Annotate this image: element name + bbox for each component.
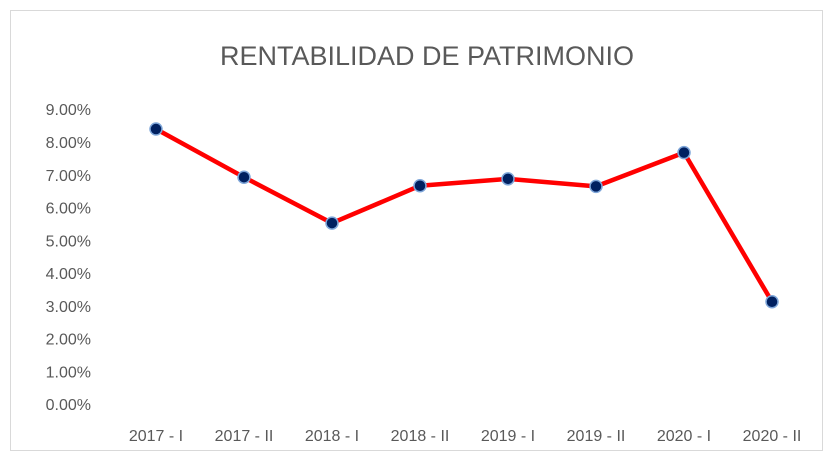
- marker: [325, 216, 339, 230]
- marker: [413, 178, 427, 193]
- y-tick-label: 7.00%: [46, 168, 91, 185]
- marker: [677, 145, 691, 160]
- y-tick-label: 2.00%: [46, 332, 91, 349]
- x-tick-label: 2017 - II: [215, 428, 274, 445]
- x-tick-label: 2019 - I: [481, 428, 535, 445]
- marker: [589, 179, 603, 194]
- y-tick-label: 5.00%: [46, 233, 91, 250]
- y-tick-label: 6.00%: [46, 201, 91, 218]
- line: [154, 127, 774, 303]
- chart-title: RENTABILIDAD DE PATRIMONIO: [220, 41, 634, 71]
- x-tick-label: 2018 - II: [391, 428, 450, 445]
- y-tick-label: 8.00%: [46, 135, 91, 152]
- y-tick-label: 9.00%: [46, 102, 91, 119]
- y-tick-label: 3.00%: [46, 299, 91, 316]
- y-tick-label: 0.00%: [46, 397, 91, 414]
- marker: [501, 172, 515, 186]
- x-tick-label: 2018 - I: [305, 428, 359, 445]
- x-tick-label: 2020 - II: [743, 428, 802, 445]
- marker: [237, 170, 251, 184]
- marker: [765, 295, 779, 309]
- x-tick-label: 2019 - II: [567, 428, 626, 445]
- x-tick-label: 2017 - I: [129, 428, 183, 445]
- y-tick-label: 1.00%: [46, 364, 91, 381]
- marker: [149, 122, 163, 136]
- x-tick-label: 2020 - I: [657, 428, 711, 445]
- y-tick-label: 4.00%: [46, 266, 91, 283]
- chart-frame: [10, 10, 823, 451]
